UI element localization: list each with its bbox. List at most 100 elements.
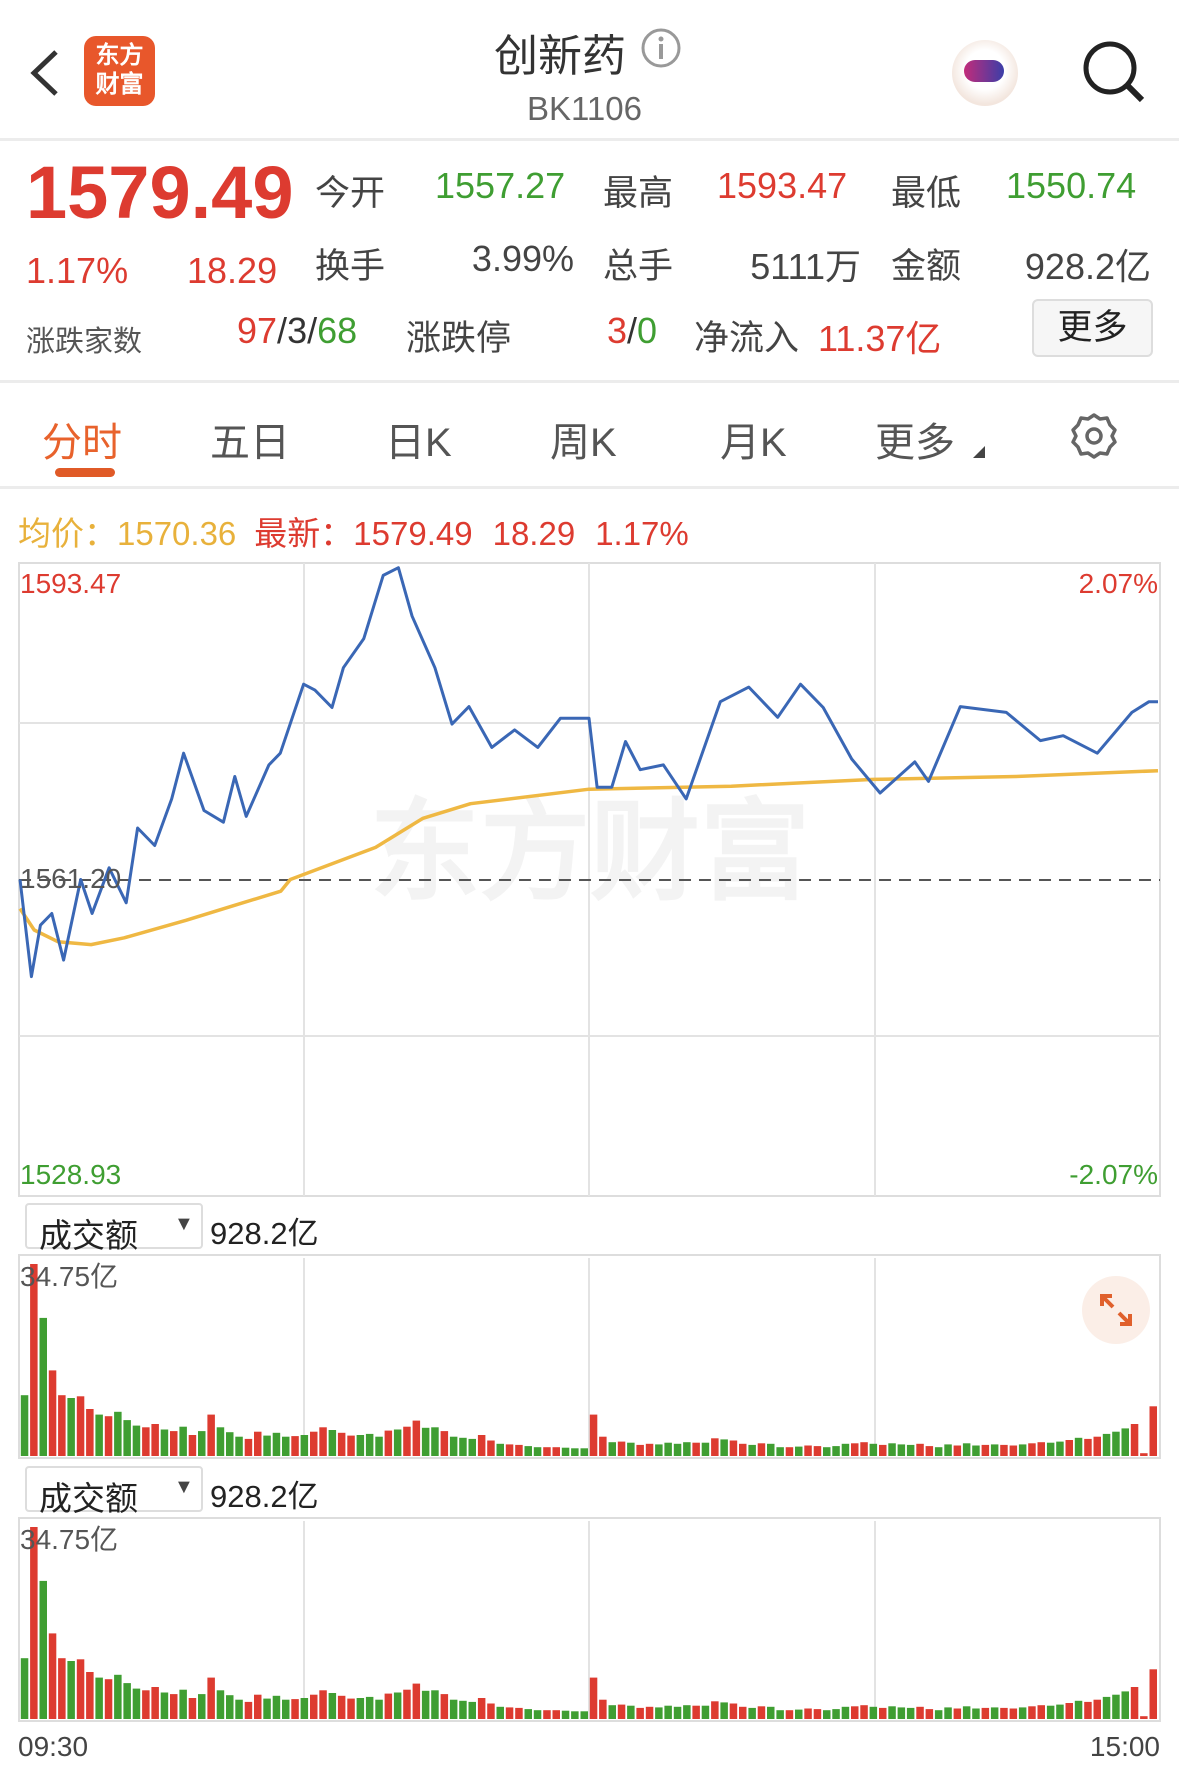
latest-change: 18.29 [492,515,576,552]
volume-bar [1084,1701,1092,1719]
volume-bar [1028,1706,1036,1719]
volume-bar [589,1414,598,1456]
volume-bar [95,1414,103,1456]
volume-bar [272,1695,281,1719]
volume-bar [701,1705,710,1719]
volume-bar [188,1698,197,1719]
tab-more[interactable]: 更多 [875,421,955,465]
volume-bar [58,1658,66,1719]
volume-bar [375,1436,383,1456]
volume-bar [617,1704,626,1719]
tab-daily-k[interactable]: 日K [385,421,452,465]
low-value: 1550.74 [1006,165,1137,206]
expand-button[interactable] [1082,1276,1150,1344]
volume-bar [384,1430,393,1456]
volume-bar [561,1710,570,1719]
volume-bar [1084,1438,1092,1456]
avg-value: 1570.36 [117,515,237,552]
volume-bar [1056,1441,1064,1456]
volume-bar [888,1706,896,1719]
divider [0,486,1179,489]
board-code: BK1106 [527,90,642,127]
separator: / [627,310,638,351]
volume-bar [468,1701,476,1719]
volume-bar [104,1679,113,1719]
volume-bar [254,1694,262,1719]
tab-monthly-k[interactable]: 月K [720,421,787,465]
volume-indicator-select-secondary[interactable]: 成交额 ▼ [25,1466,203,1517]
volume-bar [729,1703,738,1719]
volume-bar [580,1448,588,1456]
volume-bar [86,1672,94,1719]
latest-value: 1579.49 [353,515,473,552]
volume-bar [692,1442,700,1456]
volume-bar [720,1702,728,1719]
volume-bar [1056,1704,1064,1719]
more-button[interactable]: 更多 [1032,299,1153,357]
tab-five-day[interactable]: 五日 [210,421,290,465]
tab-weekly-k[interactable]: 周K [550,421,617,465]
volume-bar [1130,1424,1139,1456]
volume-bar [897,1707,906,1719]
volume-bar [198,1694,206,1719]
volume-bar [533,1710,542,1719]
volume-bar [48,1633,57,1719]
volume-bar [216,1427,225,1456]
volume-bar [953,1445,962,1456]
volume-bar [897,1444,906,1456]
volume-bar [151,1424,159,1456]
volume-bar [1009,1445,1018,1456]
tab-intraday[interactable]: 分时 [42,421,122,465]
volume-bar [655,1707,663,1719]
divider [0,380,1179,383]
volume-bar [1121,1691,1129,1719]
volume-bar [916,1706,924,1719]
info-icon[interactable] [640,27,682,69]
volume-bar [1000,1444,1008,1456]
volume-bar [748,1444,756,1456]
high-label: 最高 [603,174,674,213]
select-label: 成交额 [39,1480,138,1517]
volume-max-label: 34.75亿 [20,1261,118,1292]
expand-arrows-icon [1100,1294,1132,1326]
volume-bar [776,1447,784,1456]
volume-bar [291,1436,299,1456]
volume-bar [841,1443,850,1456]
gear-icon[interactable] [1069,411,1119,461]
volume-bar [869,1706,878,1719]
volume-bar [142,1690,150,1719]
volume-bar [403,1426,411,1456]
volume-bar [235,1436,243,1456]
last-price: 1579.49 [26,151,294,234]
volume-bar [421,1690,430,1719]
volume-bar [944,1444,952,1456]
volume-bar [272,1432,281,1456]
volume-bar [1149,1406,1157,1456]
volume-bar [580,1711,588,1719]
volume-bar [608,1442,616,1456]
search-icon[interactable] [1080,38,1148,106]
volume-bar [421,1427,430,1456]
volume-total: 928.2亿 [210,1479,319,1514]
back-chevron-icon[interactable] [28,48,62,98]
volume-bar [990,1444,999,1456]
volume-bar [375,1699,383,1719]
volume-indicator-select[interactable]: 成交额 ▼ [25,1203,203,1254]
volume-bar [561,1447,570,1456]
volume-bar [552,1710,560,1719]
volume-bar [757,1443,766,1456]
volume-bar [337,1695,346,1719]
volume-bar [1149,1669,1157,1719]
volume-bar [487,1440,495,1456]
volume-bar [851,1443,859,1456]
volume-bar [711,1438,719,1456]
breadth-flat: 3 [287,310,308,351]
robot-avatar-icon[interactable] [952,40,1018,106]
select-label: 成交额 [39,1217,138,1254]
volume-bar [1046,1705,1055,1719]
volume-bar [906,1707,915,1719]
open-value: 1557.27 [435,165,566,206]
volume-bar [1037,1705,1045,1719]
turnover-label: 换手 [315,247,386,286]
